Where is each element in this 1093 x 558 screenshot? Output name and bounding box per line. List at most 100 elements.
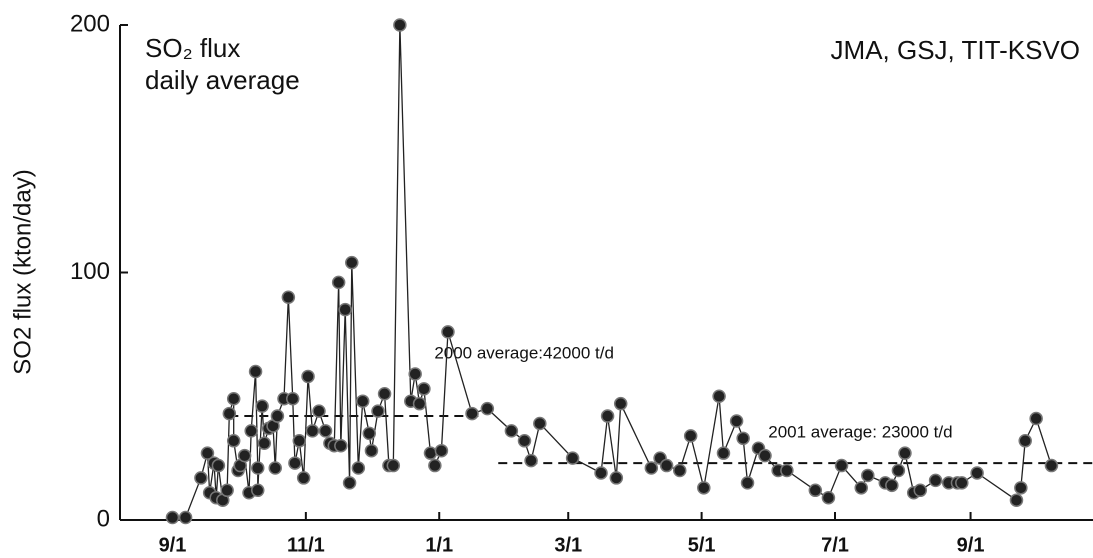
data-point bbox=[613, 396, 628, 411]
data-point bbox=[270, 409, 285, 423]
data-point bbox=[331, 275, 346, 290]
data-point bbox=[434, 443, 449, 458]
data-point bbox=[834, 458, 849, 473]
data-point bbox=[600, 409, 615, 423]
data-point bbox=[913, 483, 928, 498]
average-label: 2000 average:42000 t/d bbox=[434, 344, 614, 363]
data-point bbox=[423, 446, 438, 460]
y-tick-label: 100 bbox=[70, 258, 110, 285]
data-point bbox=[644, 461, 659, 475]
chart-title: SO₂ flux bbox=[145, 33, 240, 63]
data-point bbox=[565, 451, 580, 465]
x-tick-label: 1/1 bbox=[425, 534, 453, 556]
data-point bbox=[740, 476, 755, 490]
data-point bbox=[533, 416, 547, 431]
data-point bbox=[898, 446, 912, 460]
data-point bbox=[861, 468, 875, 483]
data-point bbox=[412, 396, 427, 411]
data-point bbox=[712, 389, 726, 403]
data-point bbox=[296, 471, 311, 485]
data-point bbox=[222, 406, 237, 421]
data-point bbox=[524, 453, 538, 468]
data-point bbox=[891, 463, 906, 478]
data-point bbox=[729, 414, 744, 428]
y-tick-label: 0 bbox=[97, 505, 110, 532]
data-point bbox=[334, 439, 348, 453]
data-point bbox=[200, 446, 215, 460]
data-point bbox=[211, 458, 226, 473]
data-point bbox=[517, 434, 532, 448]
data-point bbox=[955, 476, 969, 490]
data-point bbox=[268, 461, 282, 475]
data-point bbox=[371, 404, 385, 418]
data-point bbox=[301, 369, 315, 384]
data-point bbox=[697, 481, 711, 495]
data-point bbox=[251, 461, 265, 475]
y-axis-label: SO2 flux (kton/day) bbox=[9, 169, 36, 374]
data-point bbox=[854, 481, 868, 495]
x-tick-label: 7/1 bbox=[821, 534, 849, 556]
data-point bbox=[288, 456, 302, 470]
data-point bbox=[1029, 411, 1043, 426]
data-point bbox=[237, 448, 252, 463]
data-point bbox=[244, 424, 258, 438]
data-point bbox=[780, 463, 794, 478]
data-point bbox=[408, 367, 422, 381]
data-point bbox=[251, 483, 265, 498]
data-point bbox=[178, 510, 193, 525]
data-point bbox=[504, 424, 519, 438]
data-point bbox=[226, 434, 241, 448]
data-point bbox=[465, 406, 479, 421]
x-tick-label: 11/1 bbox=[287, 534, 325, 556]
data-point bbox=[305, 424, 320, 438]
x-tick-label: 5/1 bbox=[688, 534, 716, 556]
data-point bbox=[194, 471, 208, 485]
data-point bbox=[220, 483, 234, 498]
x-tick-label: 3/1 bbox=[554, 534, 582, 556]
data-point bbox=[672, 463, 687, 478]
data-point bbox=[594, 466, 608, 480]
data-point bbox=[281, 290, 296, 304]
data-point bbox=[362, 426, 377, 441]
data-point bbox=[351, 461, 366, 475]
data-point bbox=[364, 443, 379, 458]
data-point bbox=[417, 382, 431, 396]
data-point bbox=[609, 471, 624, 485]
data-point bbox=[257, 436, 272, 451]
data-point bbox=[377, 387, 392, 401]
data-point bbox=[716, 446, 731, 460]
data-point bbox=[355, 394, 370, 408]
y-tick-label: 200 bbox=[70, 10, 110, 37]
x-tick-label: 9/1 bbox=[957, 534, 985, 556]
data-point bbox=[736, 431, 750, 446]
data-point bbox=[808, 483, 823, 498]
data-point bbox=[821, 490, 836, 505]
data-point bbox=[1018, 434, 1032, 448]
data-point bbox=[292, 434, 307, 448]
data-point bbox=[885, 478, 899, 493]
data-point bbox=[1044, 458, 1059, 473]
data-point bbox=[928, 473, 943, 488]
data-point bbox=[386, 458, 401, 473]
data-point bbox=[683, 429, 698, 443]
data-point bbox=[255, 399, 269, 413]
source: JMA, GSJ, TIT-KSVO bbox=[831, 35, 1080, 65]
data-point bbox=[248, 364, 263, 379]
data-point bbox=[659, 458, 674, 473]
data-point bbox=[318, 424, 333, 438]
data-point bbox=[758, 448, 772, 463]
data-point bbox=[393, 18, 407, 32]
data-point bbox=[441, 325, 455, 339]
data-point bbox=[970, 466, 984, 480]
data-point bbox=[480, 401, 495, 416]
data-point bbox=[226, 391, 241, 406]
x-tick-label: 9/1 bbox=[159, 534, 187, 556]
average-label: 2001 average: 23000 t/d bbox=[768, 423, 952, 442]
data-point bbox=[342, 476, 357, 490]
data-point bbox=[345, 255, 359, 270]
data-point bbox=[1009, 493, 1024, 507]
data-point bbox=[285, 391, 300, 406]
data-point bbox=[338, 302, 352, 317]
data-point bbox=[312, 404, 326, 418]
